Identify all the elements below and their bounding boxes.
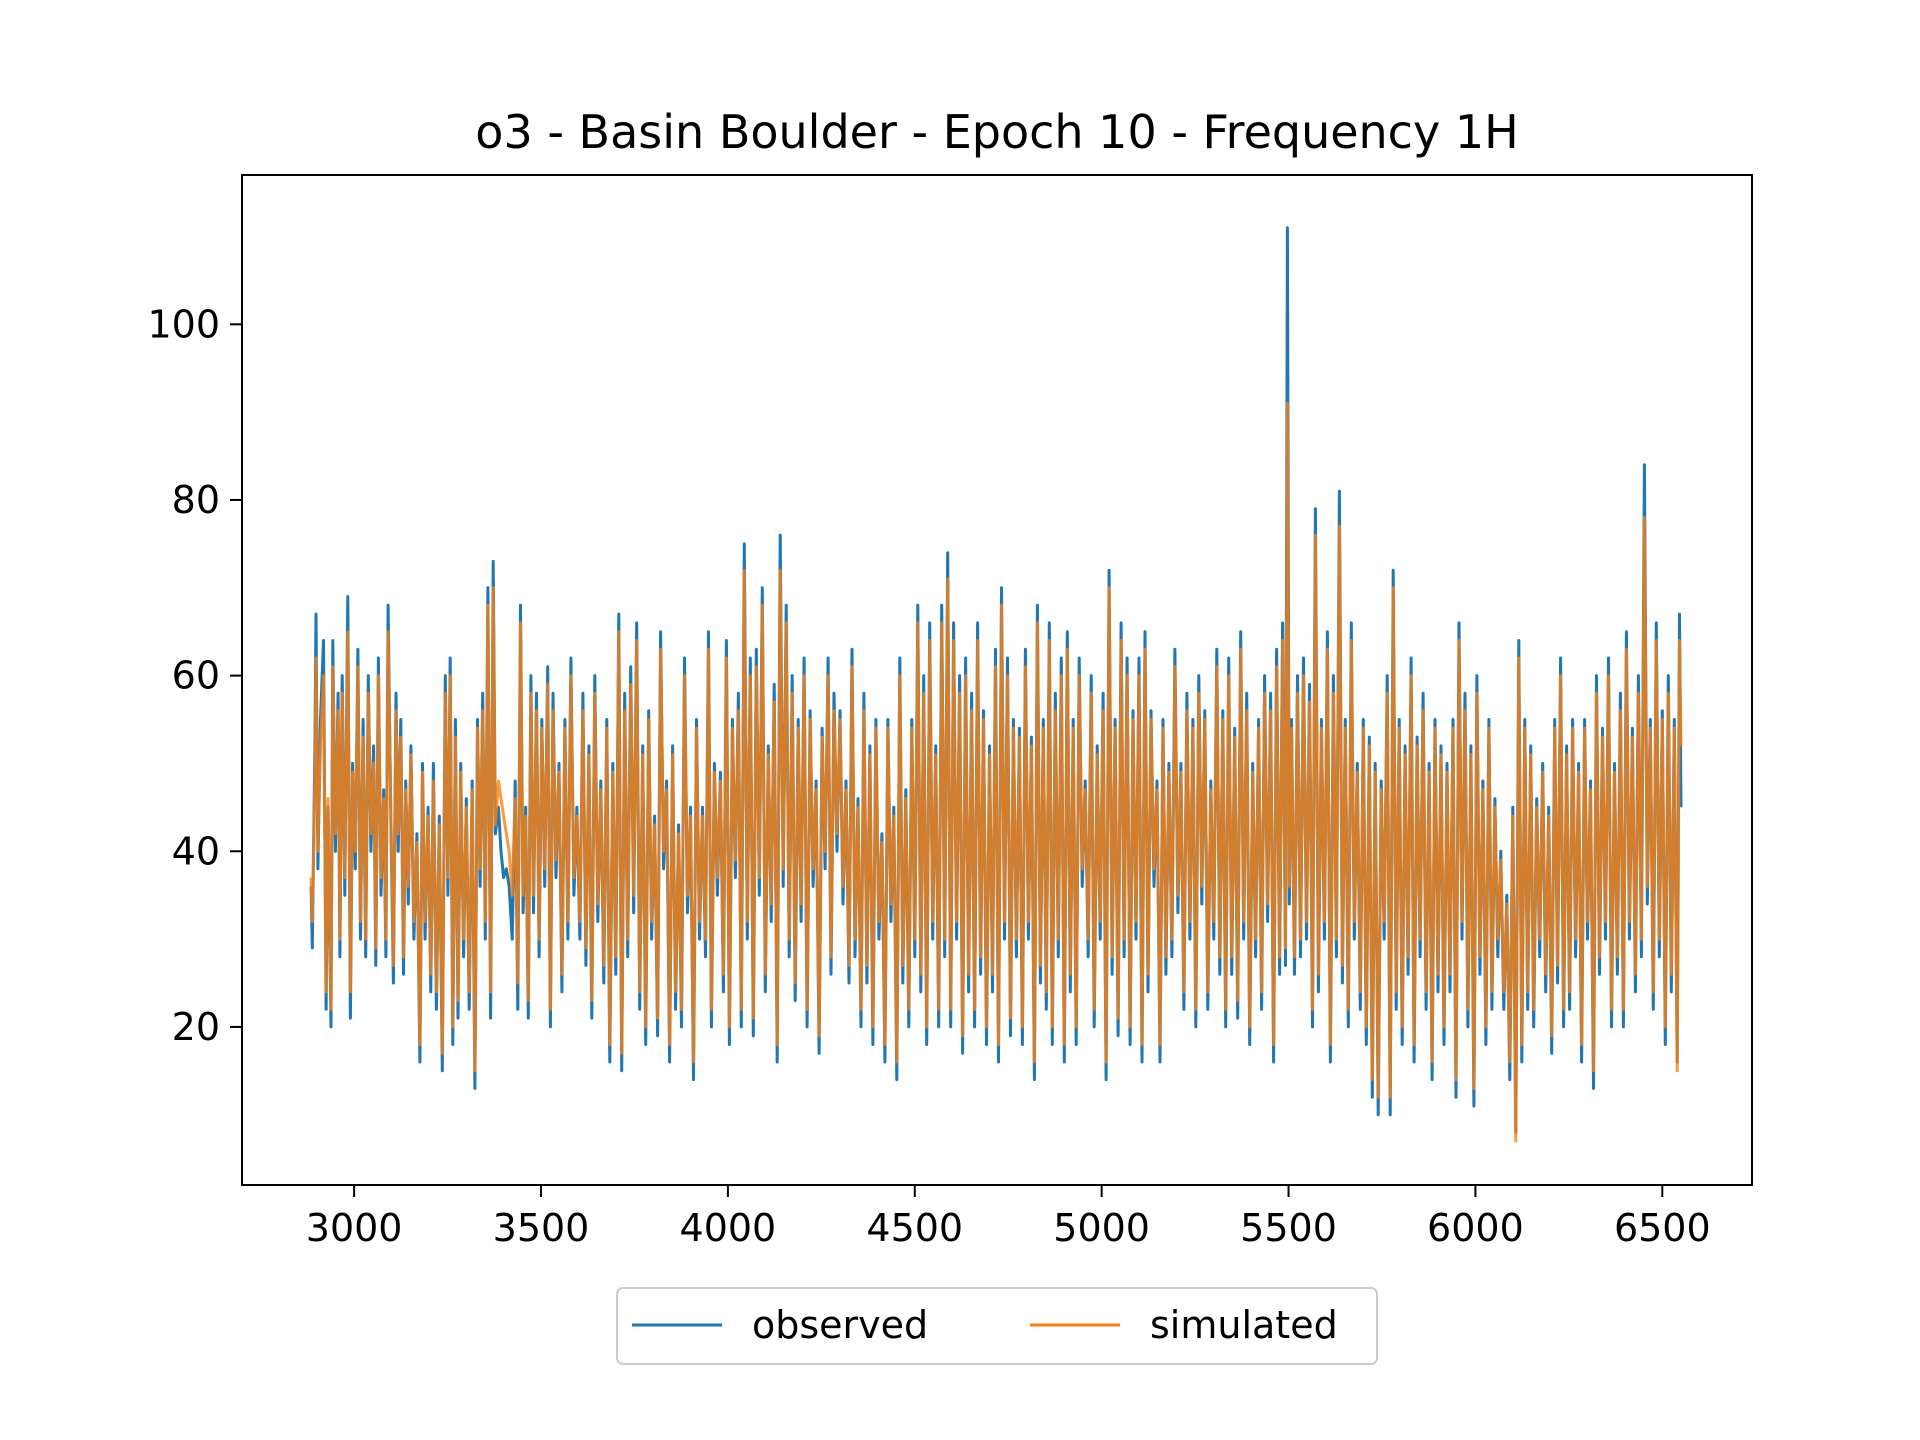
legend-label-observed: observed: [752, 1303, 928, 1347]
y-tick-label: 100: [147, 302, 220, 346]
x-tick-label: 5500: [1240, 1206, 1337, 1250]
chart-title: o3 - Basin Boulder - Epoch 10 - Frequenc…: [475, 105, 1518, 159]
y-tick-label: 20: [172, 1005, 220, 1049]
y-tick-label: 60: [172, 654, 220, 698]
x-tick-label: 6000: [1427, 1206, 1524, 1250]
legend-label-simulated: simulated: [1150, 1303, 1338, 1347]
x-axis: 3000 3500 4000 4500 5000 5500 6000 6500: [306, 1185, 1711, 1250]
y-axis: 20 40 60 80 100: [147, 302, 242, 1049]
plot-frame: [241, 174, 1753, 1186]
x-tick-label: 5000: [1053, 1206, 1150, 1250]
x-tick-label: 4500: [866, 1206, 963, 1250]
x-tick-label: 6500: [1614, 1206, 1711, 1250]
series-layer: [309, 226, 1683, 1143]
x-tick-label: 4000: [680, 1206, 777, 1250]
x-tick-label: 3500: [493, 1206, 590, 1250]
legend: observed simulated: [616, 1287, 1378, 1365]
y-tick-label: 80: [172, 478, 220, 522]
legend-box: [616, 1287, 1378, 1365]
series-line-simulated: [309, 401, 1683, 1143]
y-tick-label: 40: [172, 829, 220, 873]
x-tick-label: 3000: [306, 1206, 403, 1250]
